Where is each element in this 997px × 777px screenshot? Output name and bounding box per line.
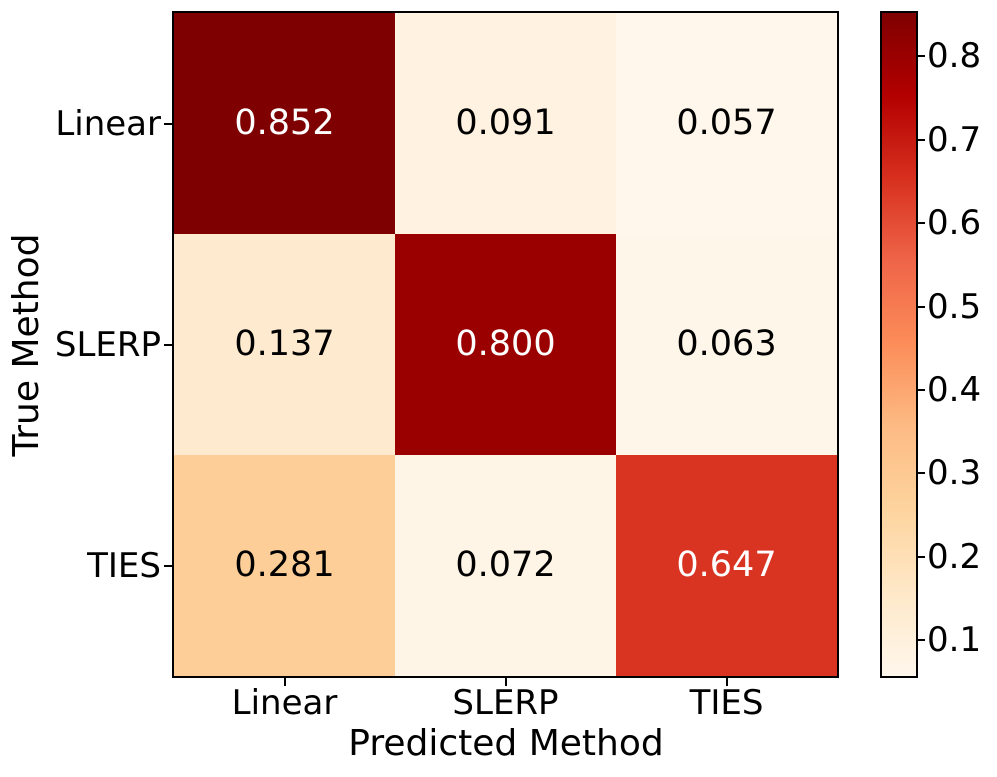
y-tick-label: SLERP <box>54 324 161 365</box>
x-tick-mark <box>725 678 728 686</box>
heatmap-cell: 0.091 <box>395 13 616 234</box>
colorbar-gradient <box>882 13 916 676</box>
colorbar-tick-label: 0.5 <box>927 286 982 327</box>
colorbar-tick-mark <box>918 388 925 391</box>
x-tick-label: SLERP <box>452 683 559 723</box>
x-tick-mark <box>504 678 507 686</box>
y-tick-mark <box>164 564 172 567</box>
y-tick-label: Linear <box>55 103 161 144</box>
x-axis-label: Predicted Method <box>348 723 664 764</box>
colorbar-tick-label: 0.6 <box>927 203 982 244</box>
colorbar-tick-mark <box>918 138 925 141</box>
colorbar-tick-label: 0.1 <box>927 620 982 661</box>
heatmap-cell: 0.647 <box>616 455 837 676</box>
heatmap-cell: 0.137 <box>174 234 395 455</box>
colorbar-tick-mark <box>918 55 925 58</box>
x-tick-mark <box>283 678 286 686</box>
heatmap-cell: 0.281 <box>174 455 395 676</box>
colorbar-tick-label: 0.8 <box>927 36 982 77</box>
colorbar-tick-label: 0.7 <box>927 119 982 160</box>
heatmap-cell: 0.072 <box>395 455 616 676</box>
heatmap-cell: 0.852 <box>174 13 395 234</box>
x-tick-label: Linear <box>231 683 338 723</box>
colorbar-tick-label: 0.4 <box>927 369 982 410</box>
colorbar-tick-mark <box>918 222 925 225</box>
heatmap-cell: 0.800 <box>395 234 616 455</box>
y-tick-mark <box>164 122 172 125</box>
colorbar-tick-mark <box>918 305 925 308</box>
heatmap-cell: 0.063 <box>616 234 837 455</box>
heatmap-plot-area: 0.852 0.091 0.057 0.137 0.800 0.063 0.281 0.072… <box>172 11 839 678</box>
colorbar-tick-label: 0.2 <box>927 536 982 577</box>
colorbar-tick-mark <box>918 639 925 642</box>
y-tick-mark <box>164 343 172 346</box>
colorbar <box>880 11 918 678</box>
colorbar-tick-mark <box>918 555 925 558</box>
x-tick-label: TIES <box>689 683 764 723</box>
heatmap-cell: 0.057 <box>616 13 837 234</box>
y-tick-label: TIES <box>87 545 161 586</box>
colorbar-tick-mark <box>918 472 925 475</box>
colorbar-tick-label: 0.3 <box>927 453 982 494</box>
